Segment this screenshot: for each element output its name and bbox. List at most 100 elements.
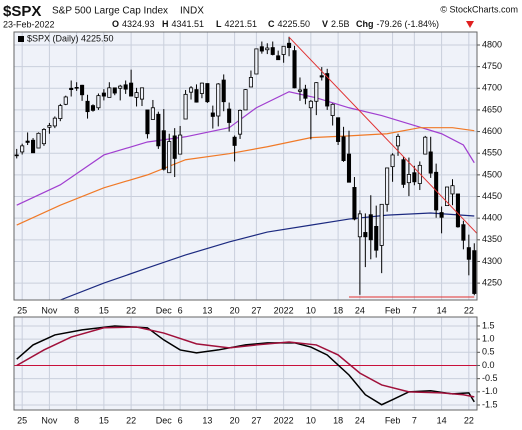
panel-bg: [14, 317, 477, 410]
quote-label: H: [162, 19, 169, 29]
x-tick-label: 13: [202, 305, 212, 315]
candle-body: [58, 105, 63, 119]
x-tick-label: 15: [99, 415, 109, 425]
candle-body: [325, 73, 330, 107]
quote-item: H 4341.51: [162, 19, 204, 29]
candle-body: [336, 117, 341, 142]
y-tick-label: 4500: [482, 169, 502, 179]
candle-body: [134, 92, 139, 98]
x-tick-label: Feb: [385, 415, 401, 425]
candle-body: [172, 135, 177, 159]
x-tick-label: Nov: [41, 305, 58, 315]
x-tick-label: 24: [355, 415, 365, 425]
quote-value: 4225.50: [278, 19, 311, 29]
candle-body: [90, 105, 96, 111]
y-tick-label: 4750: [482, 61, 502, 71]
x-tick-label: 6: [178, 305, 183, 315]
candle-body: [167, 141, 172, 174]
candle-body: [210, 112, 215, 117]
y-tick-label: 4650: [482, 104, 502, 114]
panel-frame: [13, 316, 478, 411]
candle-body: [346, 153, 352, 183]
candle-body: [395, 135, 401, 147]
moving-average: [60, 212, 475, 300]
quote-item: V 2.5B: [322, 19, 350, 29]
candle-body: [445, 186, 450, 207]
y-tick-label: 4250: [482, 277, 502, 287]
panel-bg: [14, 32, 477, 300]
candle-body: [194, 89, 199, 103]
x-tick-label: 7: [412, 305, 417, 315]
x-tick-label: 13: [202, 415, 212, 425]
candle-body: [303, 88, 308, 99]
quote-value: -79.26 (-1.84%): [377, 19, 440, 29]
x-tick-label: Nov: [41, 415, 58, 425]
candle-body: [385, 167, 390, 205]
quote-value: 4221.51: [225, 19, 258, 29]
candle-body: [363, 232, 368, 238]
candle-body: [357, 213, 362, 238]
candle-body: [156, 113, 161, 147]
copyright: © StockCharts.com: [440, 4, 518, 14]
quote-item: O 4324.93: [112, 19, 155, 29]
candle-body: [85, 100, 90, 113]
candle-body: [390, 154, 395, 168]
down-arrow: [466, 21, 474, 28]
y-tick-label: 4350: [482, 234, 502, 244]
candle-body: [314, 82, 319, 102]
candle-body: [472, 250, 477, 294]
candle-body: [254, 48, 259, 75]
candle-body: [238, 109, 243, 135]
x-tick-label: 22: [464, 415, 474, 425]
x-tick-label: 18: [333, 415, 343, 425]
candle-body: [178, 134, 183, 155]
candle-body: [221, 79, 226, 103]
candle-body: [466, 247, 471, 260]
y-tick-label: 0.5: [482, 347, 495, 357]
candle-body: [281, 45, 286, 55]
y-tick-label: 4800: [482, 39, 502, 49]
candle-body: [297, 89, 303, 92]
x-tick-label: 20: [230, 305, 240, 315]
candle-body: [205, 83, 210, 103]
panel-frame: [13, 31, 478, 301]
y-tick-label: 1.5: [482, 320, 495, 330]
x-tick-label: 7: [412, 415, 417, 425]
candle-body: [123, 84, 128, 90]
y-tick-label: 0.0: [482, 360, 495, 370]
candle-body: [259, 46, 264, 52]
x-tick-label: 22: [126, 305, 136, 315]
candle-body: [287, 42, 292, 48]
candle-body: [31, 139, 36, 154]
x-tick-label: 27: [251, 305, 261, 315]
date: 23-Feb-2022: [3, 19, 55, 29]
moving-average: [16, 91, 475, 206]
index-name: S&P 500 Large Cap Index: [52, 6, 168, 17]
candle-body: [341, 136, 346, 161]
x-tick-label: 18: [333, 305, 343, 315]
x-tick-label: 6: [178, 415, 183, 425]
candle-body: [74, 87, 79, 89]
y-tick-label: 4450: [482, 191, 502, 201]
y-tick-label: 1.0: [482, 334, 495, 344]
y-tick-label: -0.5: [482, 373, 498, 383]
candle-body: [139, 87, 145, 100]
x-tick-label: 27: [251, 415, 261, 425]
quote-value: 4324.93: [122, 19, 155, 29]
x-tick-label: 25: [17, 305, 27, 315]
candle-body: [417, 164, 422, 184]
candle-body: [428, 151, 433, 174]
candle-body: [379, 203, 384, 246]
quote-label: Chg: [356, 19, 374, 29]
candle-body: [368, 214, 373, 241]
quote-label: L: [216, 19, 222, 29]
y-tick-label: 4700: [482, 83, 502, 93]
plot-area: [14, 32, 477, 300]
x-tick-label: 14: [437, 415, 447, 425]
candle-body: [25, 140, 30, 143]
candle-body: [276, 55, 281, 61]
candle-body: [41, 129, 46, 145]
candle-body: [352, 187, 357, 220]
candle-body: [308, 100, 313, 109]
